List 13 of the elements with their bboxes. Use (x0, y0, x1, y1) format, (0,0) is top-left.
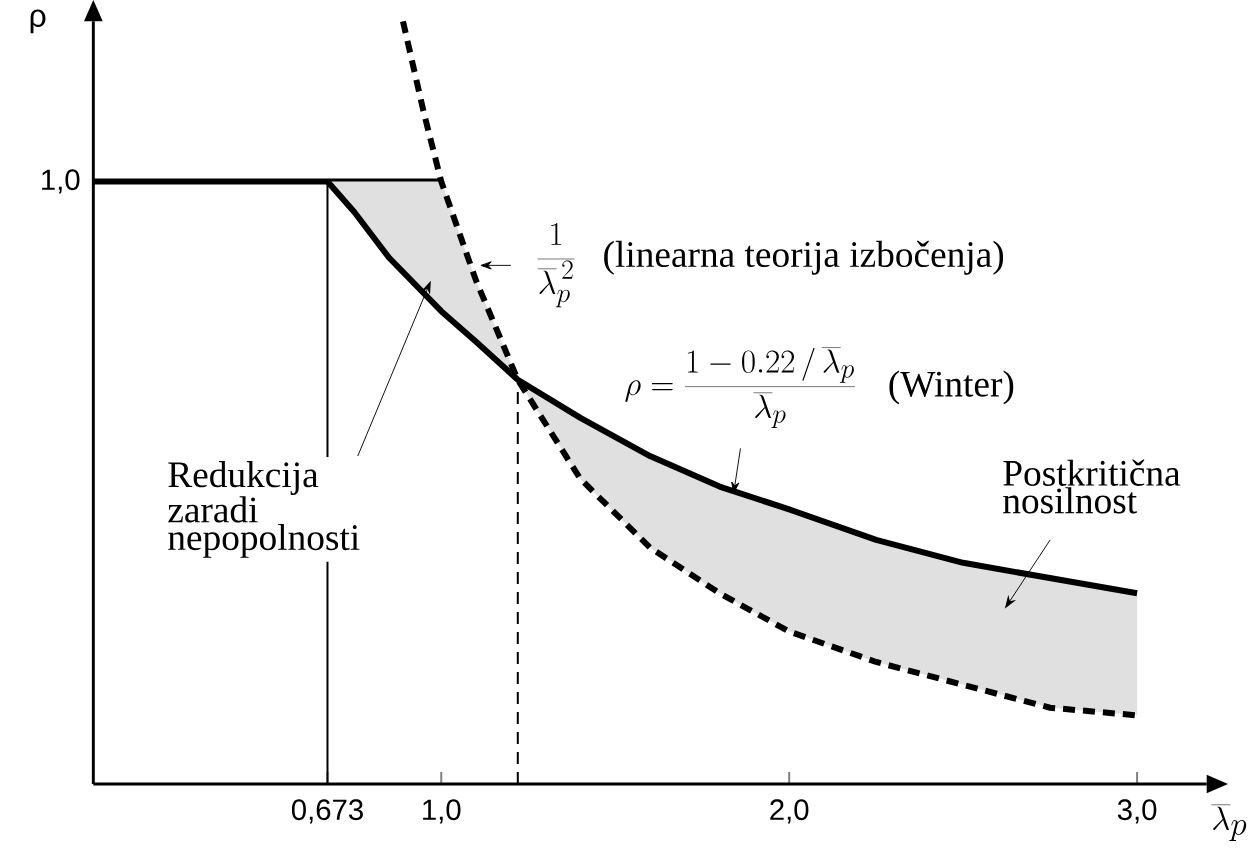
annotation: Redukcija zaradi nepopolnosti (168, 460, 360, 558)
x-tick-label: 1,0 (423, 799, 461, 824)
annotation: Postkritična nosilnost (1003, 459, 1181, 514)
x-axis-title: $\overline{\lambda}_p$ (1211, 804, 1247, 841)
x-tick-label: 0,673 (291, 799, 363, 824)
annotation: (linearna teorija izbočenja) (604, 240, 1004, 275)
annotation: $\frac{1}{\overline{\lambda}_p^{\,2}}$ (537, 222, 575, 308)
x-tick-label: 3,0 (1117, 799, 1157, 824)
annotation: $\rho = \frac{1-0.22\,/\,\overline{\lambda}_p}{\overline{\lambda}_p}$ (625, 347, 855, 428)
text: 1,0 (42, 169, 80, 194)
y-axis-title: ρ (30, 9, 46, 34)
annotation: (Winter) (889, 370, 1014, 405)
x-tick-label: 2,0 (770, 799, 809, 824)
